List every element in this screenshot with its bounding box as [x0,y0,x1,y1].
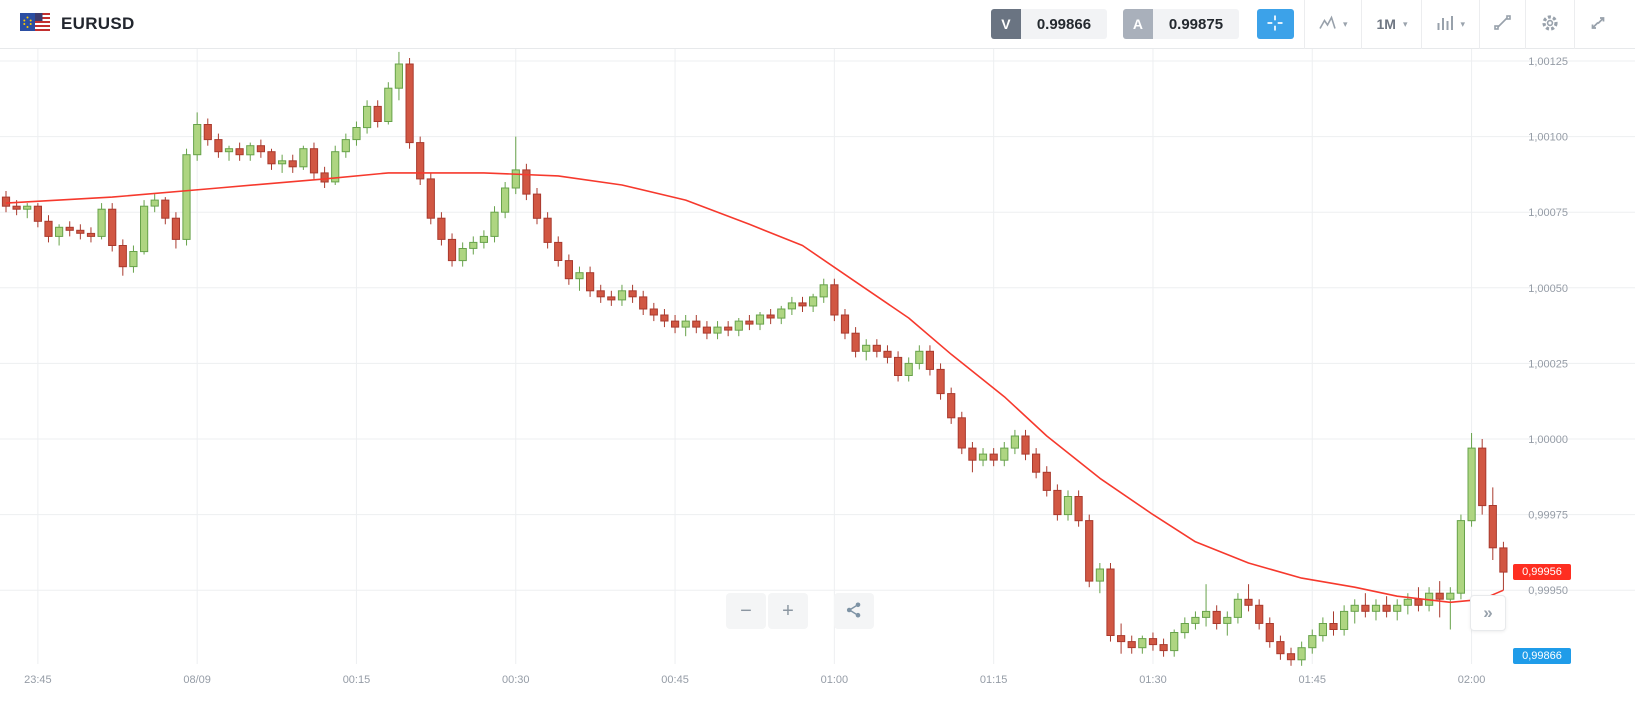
chart-type-dropdown[interactable]: ▾ [1305,0,1362,48]
toolbar: EURUSD V 0.99866 A 0.99875 [0,0,1635,49]
svg-text:01:15: 01:15 [980,674,1008,686]
trendline-icon [1494,14,1511,34]
ask-quote-value: 0.99875 [1152,9,1239,39]
fullscreen-button[interactable] [1575,0,1621,48]
svg-text:00:15: 00:15 [343,674,371,686]
toolbar-controls: V 0.99866 A 0.99875 [990,0,1635,49]
sell-quote-value: 0.99866 [1020,9,1107,39]
ask-quote: A 0.99875 [1122,9,1239,39]
svg-text:0,99975: 0,99975 [1528,510,1568,522]
ma-line-layer [5,172,1504,604]
zoom-out-button[interactable]: − [726,593,766,629]
expand-icon [1589,14,1607,35]
chevron-down-icon: ▾ [1342,18,1348,29]
svg-text:00:30: 00:30 [502,674,530,686]
svg-text:1,00025: 1,00025 [1528,358,1568,370]
bid-price-badge: 0,99866 [1513,648,1571,664]
chevron-down-icon: ▾ [1402,18,1408,29]
sell-quote: V 0.99866 [990,9,1107,39]
gear-icon [1540,13,1560,36]
jump-to-latest-button[interactable]: » [1470,595,1506,631]
chart-type-icon [1319,14,1336,34]
toolbar-separator [1525,0,1526,49]
svg-text:0,99950: 0,99950 [1528,585,1568,597]
svg-text:1,00100: 1,00100 [1528,132,1568,144]
crosshair-button[interactable] [1256,9,1294,39]
indicators-dropdown[interactable]: ▾ [1422,0,1479,48]
grid-layer [0,49,1635,664]
ask-quote-label: A [1122,9,1153,39]
svg-text:01:30: 01:30 [1139,674,1167,686]
toolbar-separator [1574,0,1575,49]
share-icon [845,601,863,622]
svg-text:23:45: 23:45 [24,674,52,686]
y-axis-labels: 1,00125 1,00100 1,00075 1,00050 1,00025 1,000… [1528,56,1568,597]
sell-quote-label: V [990,9,1021,39]
instrument-name: EURUSD [61,14,135,33]
crosshair-icon [1266,14,1284,35]
chart-canvas[interactable]: 23:45 08/09 00:15 00:30 00:45 01:00 01:15 01:30… [0,49,1635,727]
svg-text:00:45: 00:45 [661,674,689,686]
instrument-selector[interactable]: EURUSD [0,12,135,37]
svg-text:1,00050: 1,00050 [1528,283,1568,295]
svg-text:01:00: 01:00 [821,674,849,686]
zoom-controls: − + [726,593,808,629]
indicators-icon [1436,15,1454,34]
chevron-down-icon: ▾ [1460,18,1465,29]
toolbar-separator [1361,0,1363,49]
toolbar-separator [1479,0,1480,49]
svg-text:08/09: 08/09 [183,674,211,686]
timeframe-value: 1M [1376,16,1396,32]
current-price-badge: 0,99956 [1513,564,1571,580]
timeframe-dropdown[interactable]: 1M ▾ [1362,0,1421,48]
candlestick-chart: 23:45 08/09 00:15 00:30 00:45 01:00 01:15 01:30… [0,49,1635,686]
svg-text:1,00125: 1,00125 [1528,56,1568,68]
svg-text:1,00075: 1,00075 [1528,207,1568,219]
x-axis-labels: 23:45 08/09 00:15 00:30 00:45 01:00 01:15 01:30… [24,674,1485,686]
drawing-tools-button[interactable] [1480,0,1525,48]
toolbar-separator [1303,0,1305,49]
svg-text:1,00000: 1,00000 [1528,434,1568,446]
eurusd-flags-icon [20,12,50,37]
candles-layer [1,51,1508,666]
share-button[interactable] [834,593,874,629]
svg-text:01:45: 01:45 [1298,674,1326,686]
zoom-in-button[interactable]: + [768,593,808,629]
toolbar-separator [1421,0,1423,49]
settings-button[interactable] [1526,0,1574,48]
svg-text:02:00: 02:00 [1458,674,1486,686]
